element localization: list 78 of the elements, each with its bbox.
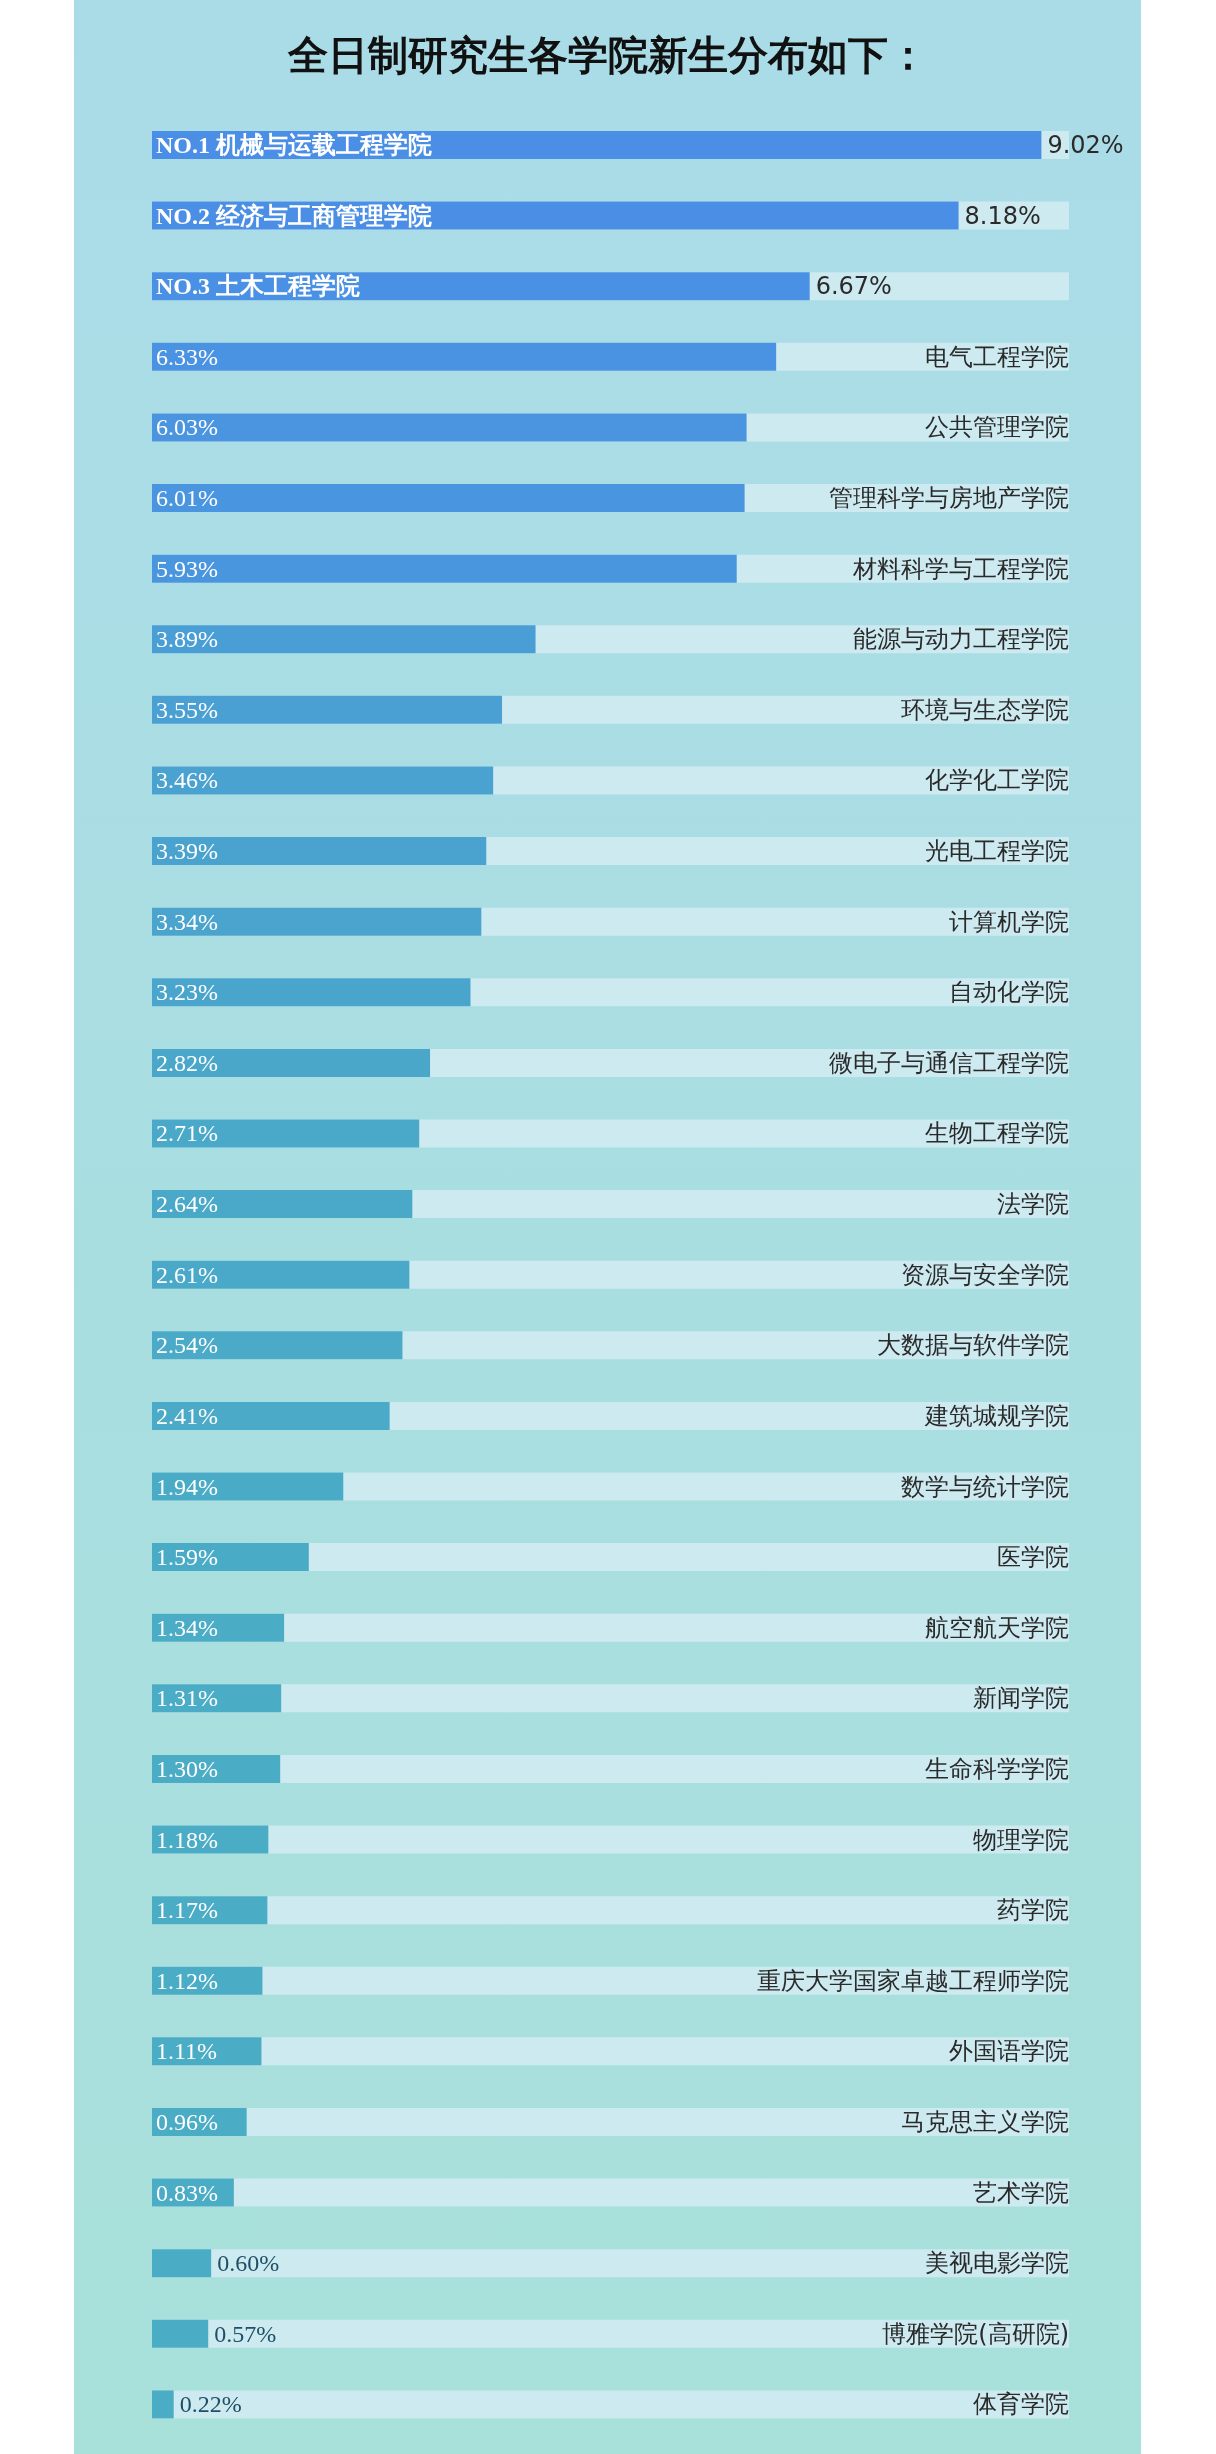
data-label: 1.17% <box>156 1897 218 1924</box>
bar <box>152 2390 174 2419</box>
data-label: 1.11% <box>156 2038 218 2065</box>
data-label: 0.83% <box>156 2179 218 2206</box>
data-label: 5.93% <box>156 555 218 582</box>
y-tick-label: 计算机学院 <box>949 907 1069 936</box>
y-tick-label: 重庆大学国家卓越工程师学院 <box>757 1966 1069 1995</box>
bar <box>152 1543 309 1572</box>
y-tick-label: 物理学院 <box>973 1825 1069 1854</box>
data-label: 0.57% <box>214 2320 277 2347</box>
y-tick-label: 公共管理学院 <box>925 413 1069 442</box>
y-tick-label: 电气工程学院 <box>925 342 1069 371</box>
y-tick-label: 数学与统计学院 <box>901 1472 1069 1501</box>
y-tick-label: 美视电影学院 <box>925 2249 1069 2278</box>
data-label: 6.67% <box>815 272 892 301</box>
y-tick-label: 法学院 <box>997 1190 1069 1219</box>
y-tick-label: NO.3 土木工程学院 <box>156 273 360 300</box>
bar <box>152 1472 344 1501</box>
data-label: 0.96% <box>156 2108 218 2135</box>
data-label: 3.39% <box>156 838 218 865</box>
y-tick-label: 微电子与通信工程学院 <box>829 1048 1069 1077</box>
data-label: 1.94% <box>156 1473 218 1500</box>
y-tick-label: 生物工程学院 <box>925 1119 1069 1148</box>
data-label: 3.55% <box>156 696 218 723</box>
data-label: 6.01% <box>156 485 218 512</box>
data-label: 2.41% <box>156 1402 218 1429</box>
bar <box>152 1896 268 1925</box>
y-tick-label: 体育学院 <box>973 2390 1069 2419</box>
y-tick-label: 能源与动力工程学院 <box>853 625 1069 654</box>
data-label: 2.82% <box>156 1049 218 1076</box>
data-label: 2.71% <box>156 1120 218 1147</box>
y-tick-label: NO.2 经济与工商管理学院 <box>156 202 432 229</box>
data-label: 2.64% <box>156 1191 218 1218</box>
y-tick-label: 光电工程学院 <box>925 837 1069 866</box>
y-tick-label: 医学院 <box>997 1543 1069 1572</box>
y-tick-label: 外国语学院 <box>949 2037 1069 2066</box>
data-label: 1.30% <box>156 1755 218 1782</box>
y-tick-label: 材料科学与工程学院 <box>852 554 1069 583</box>
data-label: 1.18% <box>156 1826 218 1853</box>
data-label: 6.33% <box>156 343 218 370</box>
y-tick-label: 药学院 <box>997 1896 1069 1925</box>
data-label: 1.34% <box>156 1614 218 1641</box>
data-label: 0.22% <box>179 2391 242 2418</box>
data-label: 3.23% <box>156 979 218 1006</box>
data-label: 3.34% <box>156 908 218 935</box>
data-label: 3.46% <box>156 767 218 794</box>
y-tick-label: 资源与安全学院 <box>901 1260 1069 1289</box>
y-tick-label: 化学化工学院 <box>925 766 1069 795</box>
bar <box>152 1331 403 1360</box>
y-tick-label: 环境与生态学院 <box>901 695 1069 724</box>
y-tick-label: 自动化学院 <box>949 978 1069 1007</box>
bar <box>152 1260 410 1289</box>
data-label: 0.60% <box>217 2250 280 2277</box>
chart-title: 全日制研究生各学院新生分布如下： <box>286 29 929 80</box>
bar <box>152 1684 282 1713</box>
bar <box>152 2319 209 2348</box>
data-label: 9.02% <box>1047 131 1124 159</box>
data-label: 8.18% <box>964 201 1041 230</box>
data-label: 1.31% <box>156 1685 218 1712</box>
y-tick-label: 管理科学与房地产学院 <box>829 484 1069 513</box>
data-label: 1.59% <box>156 1544 218 1571</box>
y-tick-label: 马克思主义学院 <box>901 2107 1069 2136</box>
bar <box>152 1119 420 1148</box>
data-label: 6.03% <box>156 414 218 441</box>
y-tick-label: 航空航天学院 <box>925 1613 1069 1642</box>
y-tick-label: 博雅学院(高研院) <box>882 2319 1069 2348</box>
bar <box>152 1613 285 1642</box>
y-tick-label: NO.1 机械与运载工程学院 <box>156 132 432 158</box>
y-tick-label: 新闻学院 <box>973 1684 1069 1713</box>
data-label: 2.61% <box>156 1261 218 1288</box>
y-tick-label: 大数据与软件学院 <box>877 1331 1069 1360</box>
y-tick-label: 建筑城规学院 <box>924 1401 1069 1430</box>
data-label: 1.12% <box>156 1967 218 1994</box>
y-tick-label: 艺术学院 <box>973 2178 1069 2207</box>
bar <box>152 2249 212 2278</box>
y-tick-label: 生命科学学院 <box>925 1754 1069 1783</box>
data-label: 3.89% <box>156 626 218 653</box>
data-label: 2.54% <box>156 1332 218 1359</box>
